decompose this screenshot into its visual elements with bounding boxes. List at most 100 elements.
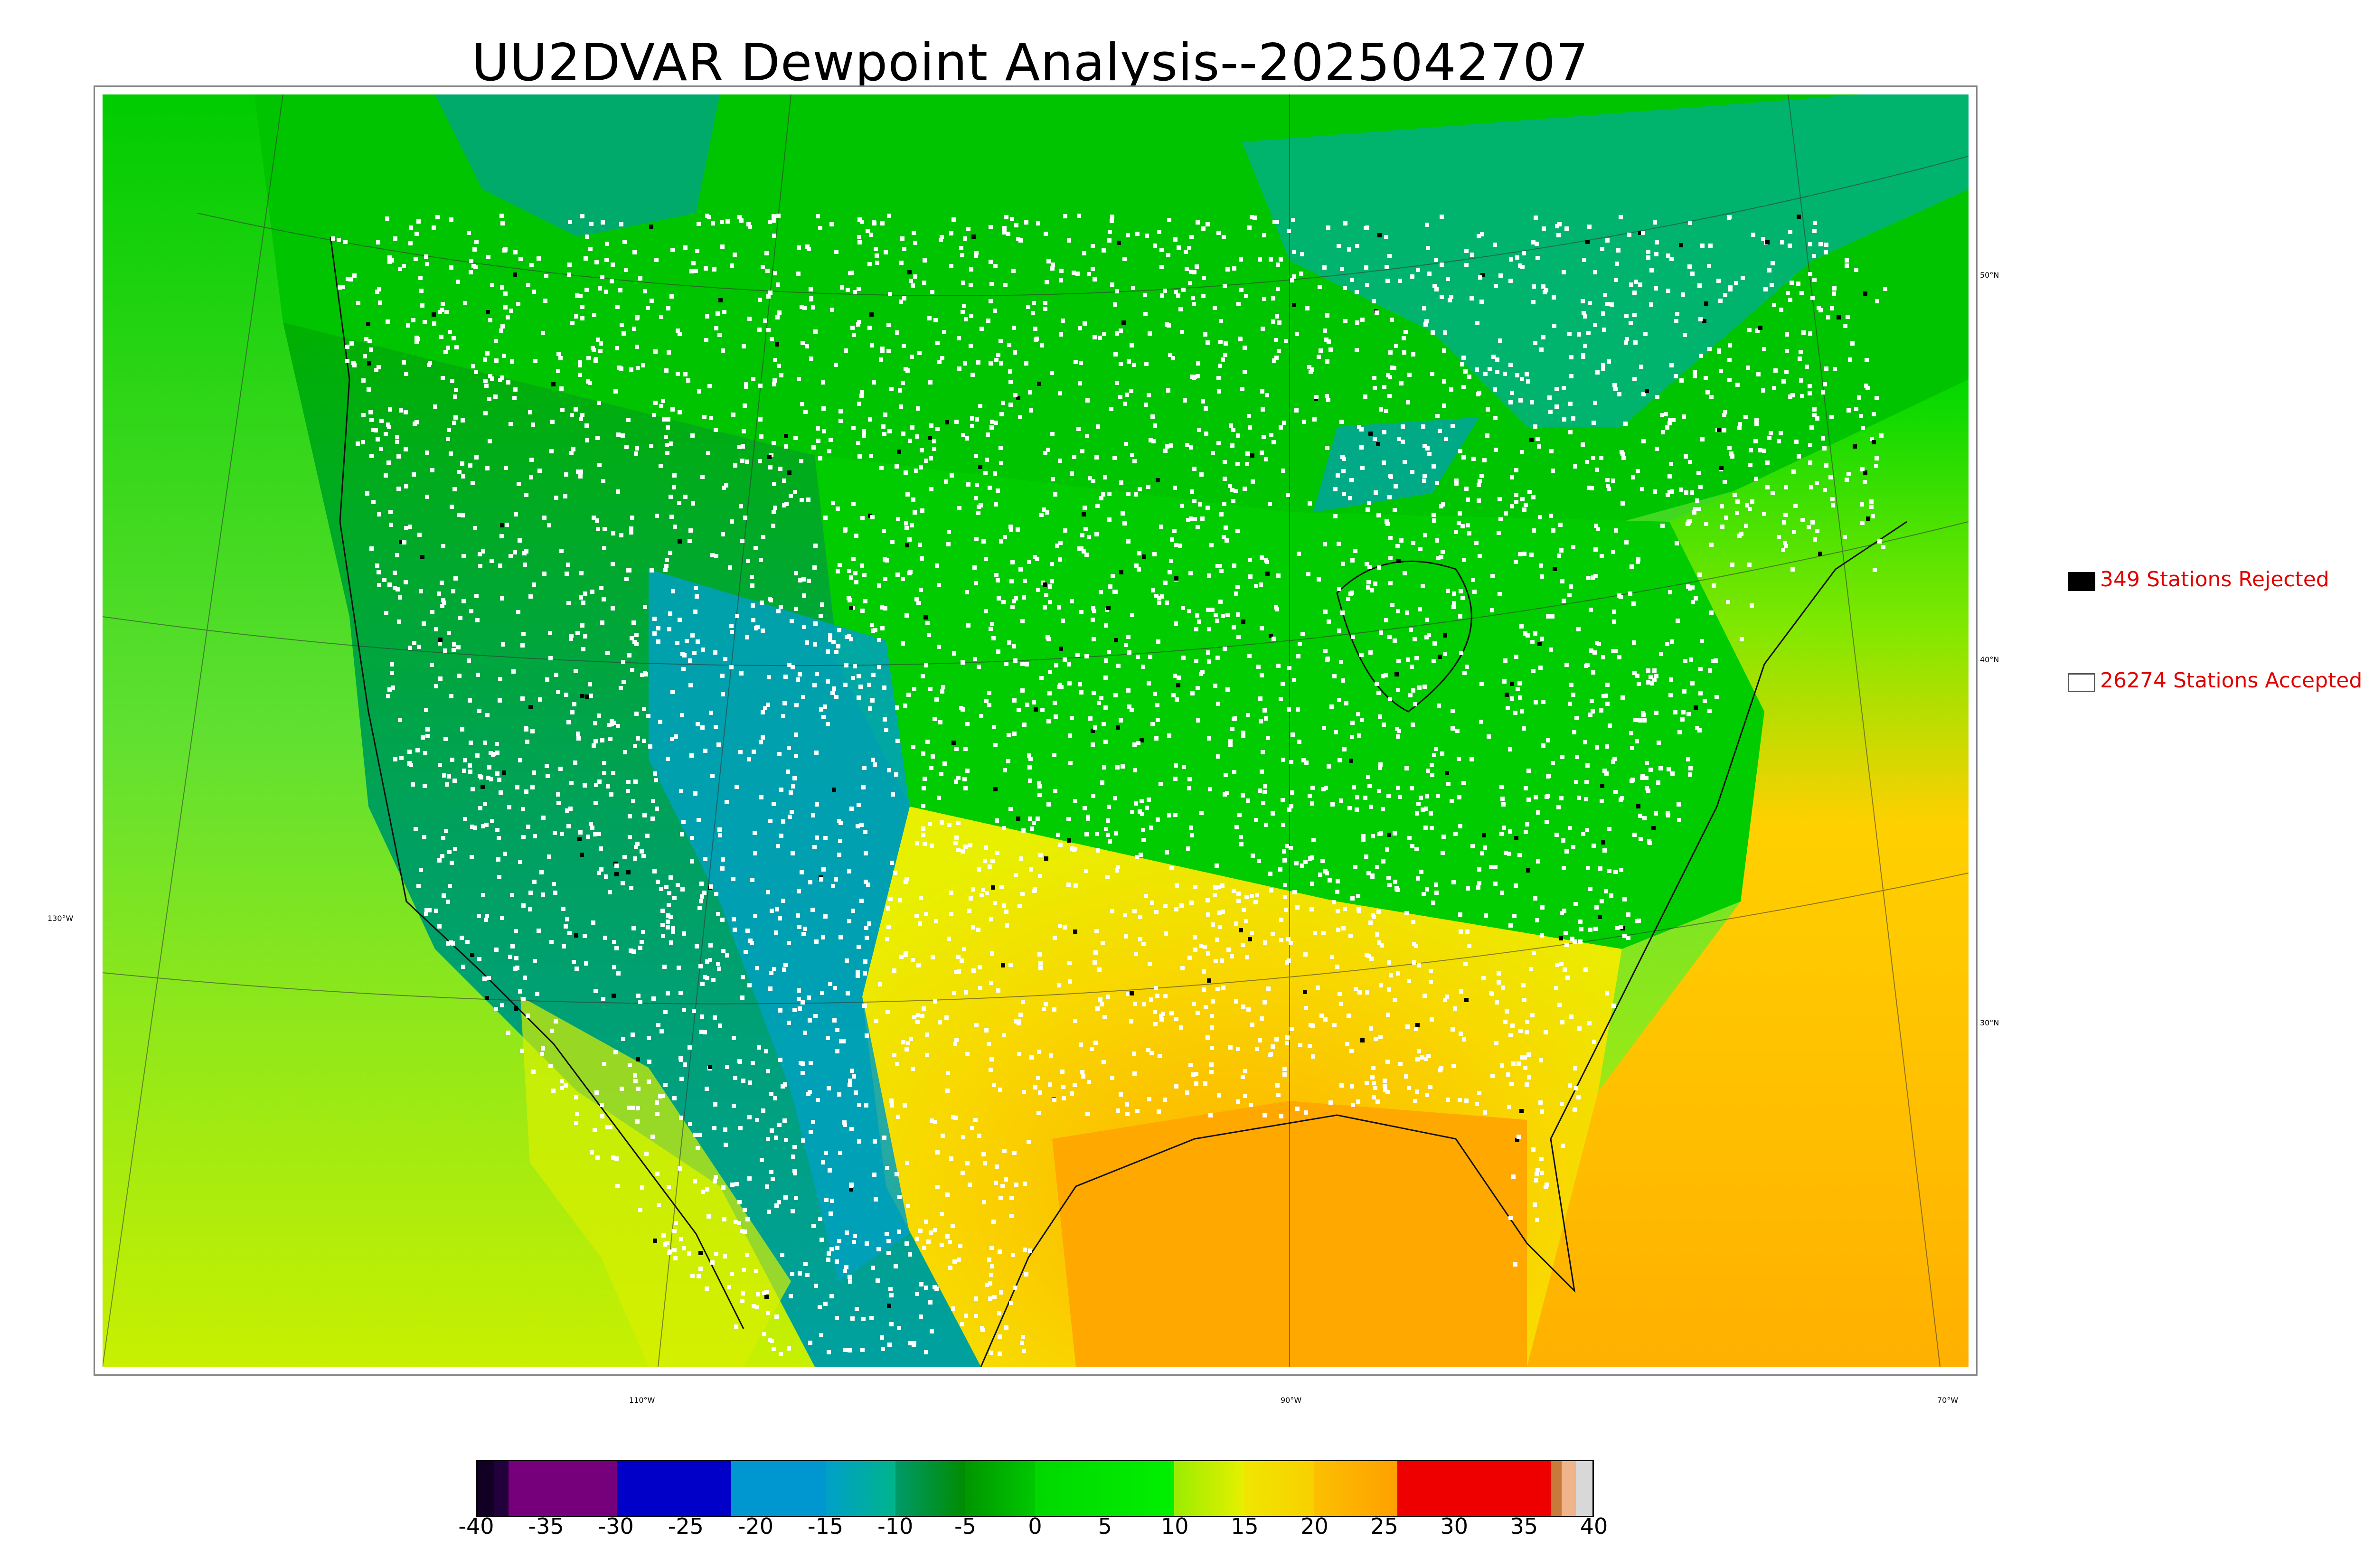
station-accepted-marker — [784, 1138, 788, 1142]
station-accepted-marker — [1808, 391, 1812, 395]
station-accepted-marker — [989, 282, 994, 286]
station-accepted-marker — [942, 761, 947, 766]
station-accepted-marker — [483, 741, 487, 745]
station-accepted-marker — [655, 1112, 659, 1116]
station-accepted-marker — [844, 663, 848, 667]
station-accepted-marker — [1785, 332, 1789, 337]
station-accepted-marker — [893, 871, 897, 875]
station-accepted-marker — [420, 303, 424, 308]
station-accepted-marker — [1761, 237, 1765, 241]
station-accepted-marker — [1606, 484, 1610, 488]
station-accepted-marker — [937, 796, 941, 800]
station-accepted-marker — [551, 1089, 556, 1093]
station-accepted-marker — [1146, 485, 1150, 489]
station-accepted-marker — [1126, 233, 1130, 237]
station-accepted-marker — [1003, 535, 1007, 539]
station-accepted-marker — [1683, 659, 1687, 663]
station-accepted-marker — [871, 673, 876, 677]
station-accepted-marker — [928, 822, 932, 826]
station-accepted-marker — [1643, 332, 1648, 336]
station-accepted-marker — [1560, 1102, 1564, 1106]
station-accepted-marker — [1392, 366, 1396, 370]
station-accepted-marker — [740, 995, 744, 1000]
station-accepted-marker — [1317, 577, 1321, 582]
station-accepted-marker — [1754, 477, 1758, 481]
station-accepted-marker — [1108, 230, 1112, 234]
station-accepted-marker — [723, 657, 727, 661]
station-accepted-marker — [853, 290, 857, 294]
station-accepted-marker — [969, 344, 973, 348]
station-accepted-marker — [674, 734, 678, 739]
dewpoint-map[interactable] — [103, 94, 1969, 1367]
station-accepted-marker — [1351, 635, 1355, 639]
station-accepted-marker — [488, 318, 492, 322]
station-accepted-marker — [1632, 640, 1636, 645]
station-accepted-marker — [758, 417, 763, 422]
station-accepted-marker — [991, 1220, 996, 1224]
station-accepted-marker — [1156, 718, 1160, 722]
station-accepted-marker — [1018, 1013, 1023, 1017]
station-accepted-marker — [731, 877, 735, 881]
station-accepted-marker — [801, 1061, 805, 1066]
station-accepted-marker — [567, 263, 572, 267]
station-accepted-marker — [1744, 524, 1748, 528]
station-accepted-marker — [838, 935, 843, 939]
station-accepted-marker — [772, 218, 776, 223]
station-accepted-marker — [1617, 655, 1621, 659]
station-accepted-marker — [1103, 475, 1107, 479]
station-accepted-marker — [647, 1080, 651, 1084]
station-accepted-marker — [497, 836, 501, 840]
station-accepted-marker — [977, 665, 981, 669]
station-accepted-marker — [1514, 493, 1518, 497]
station-accepted-marker — [960, 253, 964, 257]
station-accepted-marker — [1375, 682, 1379, 686]
map-frame[interactable] — [94, 85, 1978, 1376]
station-accepted-marker — [1377, 565, 1381, 570]
station-rejected-marker — [612, 994, 616, 998]
station-accepted-marker — [1540, 1171, 1544, 1175]
station-accepted-marker — [812, 845, 817, 849]
station-accepted-marker — [1605, 478, 1610, 482]
station-rejected-marker — [1797, 215, 1801, 219]
station-accepted-marker — [1452, 592, 1456, 596]
station-accepted-marker — [1193, 948, 1197, 952]
station-accepted-marker — [1222, 535, 1226, 539]
station-accepted-marker — [696, 722, 700, 726]
station-accepted-marker — [1357, 733, 1361, 738]
station-accepted-marker — [542, 572, 546, 576]
station-accepted-marker — [889, 387, 894, 391]
station-accepted-marker — [634, 451, 638, 456]
station-rejected-marker — [1073, 930, 1077, 934]
station-accepted-marker — [424, 912, 428, 916]
station-accepted-marker — [837, 1239, 841, 1243]
station-accepted-marker — [1522, 552, 1526, 556]
station-accepted-marker — [487, 765, 491, 770]
station-accepted-marker — [1815, 481, 1819, 485]
station-accepted-marker — [563, 494, 567, 498]
station-accepted-marker — [1281, 823, 1285, 827]
station-accepted-marker — [782, 967, 786, 972]
station-accepted-marker — [531, 1070, 536, 1074]
station-accepted-marker — [681, 667, 686, 671]
station-accepted-marker — [1441, 835, 1446, 839]
station-accepted-marker — [859, 899, 864, 903]
station-accepted-marker — [1260, 555, 1264, 560]
station-accepted-marker — [475, 618, 480, 622]
station-accepted-marker — [1508, 363, 1513, 367]
station-accepted-marker — [1508, 279, 1513, 283]
station-accepted-marker — [716, 962, 720, 966]
station-accepted-marker — [1038, 961, 1043, 966]
station-accepted-marker — [602, 546, 606, 550]
station-accepted-marker — [1785, 349, 1789, 353]
station-accepted-marker — [1387, 987, 1391, 992]
station-accepted-marker — [556, 690, 560, 694]
station-accepted-marker — [1329, 704, 1334, 709]
station-accepted-marker — [880, 221, 885, 225]
station-accepted-marker — [798, 672, 802, 676]
station-accepted-marker — [1012, 1151, 1017, 1155]
station-accepted-marker — [1300, 632, 1305, 636]
station-accepted-marker — [1167, 813, 1171, 817]
station-accepted-marker — [1202, 987, 1206, 992]
station-accepted-marker — [772, 802, 776, 806]
station-accepted-marker — [906, 1204, 910, 1208]
